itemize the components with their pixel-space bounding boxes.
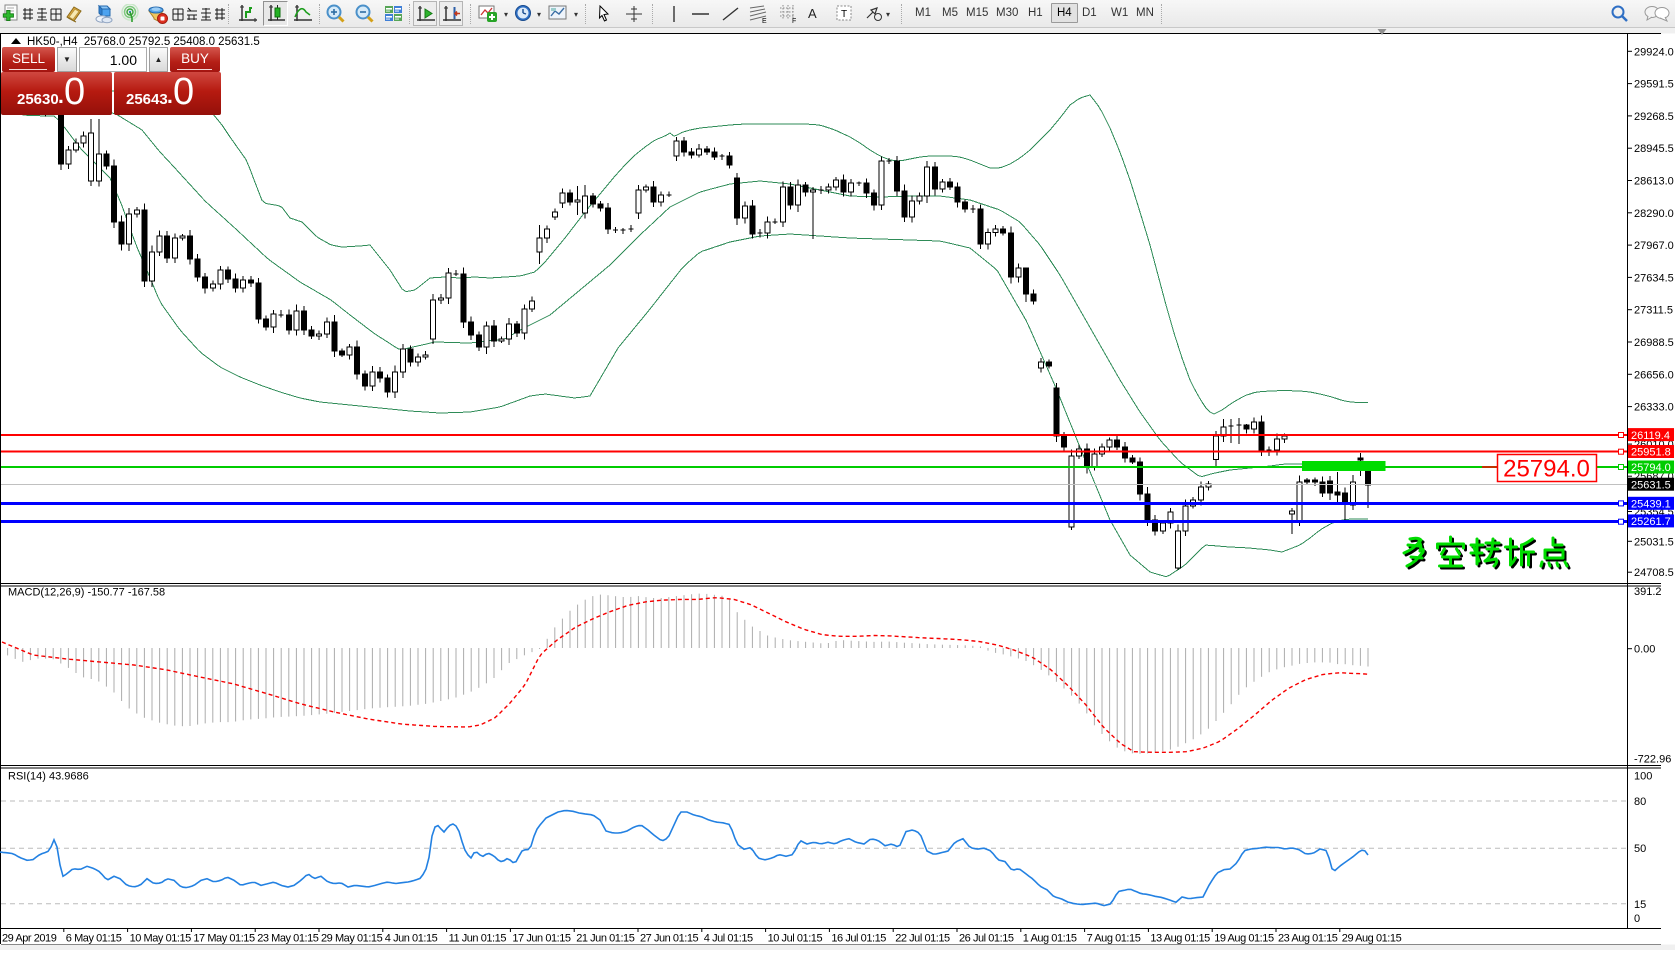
svg-text:11 Jun 01:15: 11 Jun 01:15 [449,933,507,945]
svg-text:28945.5: 28945.5 [1634,143,1674,155]
svg-text:17 Jun 01:15: 17 Jun 01:15 [512,933,571,945]
svg-text:28290.0: 28290.0 [1634,208,1674,220]
svg-text:25631.5: 25631.5 [1631,479,1671,491]
svg-text:391.2: 391.2 [1634,586,1662,598]
svg-text:80: 80 [1634,796,1646,808]
svg-text:19 Aug 01:15: 19 Aug 01:15 [1214,933,1274,945]
svg-text:MACD(12,26,9) -150.77 -167.58: MACD(12,26,9) -150.77 -167.58 [8,587,165,599]
svg-text:0: 0 [1634,913,1640,925]
svg-text:26 Jul 01:15: 26 Jul 01:15 [959,933,1014,945]
svg-text:T: T [841,9,847,20]
svg-text:21 Jun 01:15: 21 Jun 01:15 [576,933,635,945]
svg-text:26988.5: 26988.5 [1634,337,1674,349]
svg-text:29 Apr 2019: 29 Apr 2019 [2,933,57,945]
svg-text:25439.1: 25439.1 [1631,499,1671,511]
svg-text:28613.0: 28613.0 [1634,176,1674,188]
svg-text:1 Aug 01:15: 1 Aug 01:15 [1023,933,1077,945]
svg-text:13 Aug 01:15: 13 Aug 01:15 [1150,933,1210,945]
svg-text:25261.7: 25261.7 [1631,516,1671,528]
svg-text:15: 15 [1634,899,1646,911]
svg-text:25031.5: 25031.5 [1634,536,1674,548]
svg-text:E: E [762,18,767,24]
svg-text:10 May 01:15: 10 May 01:15 [130,933,192,945]
svg-text:25794.0: 25794.0 [1631,462,1671,474]
svg-text:27 Jun 01:15: 27 Jun 01:15 [640,933,699,945]
svg-text:-722.96: -722.96 [1634,753,1671,765]
svg-text:23 Aug 01:15: 23 Aug 01:15 [1278,933,1338,945]
svg-text:26119.4: 26119.4 [1631,430,1670,442]
svg-text:100: 100 [1634,771,1652,783]
svg-text:4 Jul 01:15: 4 Jul 01:15 [704,933,753,945]
svg-text:25794.0: 25794.0 [1503,456,1590,483]
svg-text:27634.5: 27634.5 [1634,272,1674,284]
svg-text:4 Jun 01:15: 4 Jun 01:15 [385,933,438,945]
svg-text:16 Jul 01:15: 16 Jul 01:15 [831,933,886,945]
svg-text:29924.0: 29924.0 [1634,46,1674,58]
svg-text:10 Jul 01:15: 10 Jul 01:15 [768,933,823,945]
svg-text:27967.0: 27967.0 [1634,240,1674,252]
svg-text:29 May 01:15: 29 May 01:15 [321,933,383,945]
svg-text:25951.8: 25951.8 [1631,447,1671,459]
svg-text:17 May 01:15: 17 May 01:15 [193,933,255,945]
svg-text:RSI(14) 43.9686: RSI(14) 43.9686 [8,771,89,783]
svg-text:22 Jul 01:15: 22 Jul 01:15 [895,933,950,945]
svg-text:50: 50 [1634,843,1646,855]
svg-text:27311.5: 27311.5 [1634,305,1673,317]
svg-text:0.00: 0.00 [1634,644,1655,656]
svg-text:6 May 01:15: 6 May 01:15 [66,933,122,945]
svg-text:24708.5: 24708.5 [1634,567,1674,579]
svg-text:29591.5: 29591.5 [1634,79,1674,91]
svg-text:23 May 01:15: 23 May 01:15 [257,933,319,945]
svg-text:26656.0: 26656.0 [1634,369,1674,381]
svg-text:26333.0: 26333.0 [1634,402,1674,414]
svg-text:F: F [792,18,796,24]
svg-text:29 Aug 01:15: 29 Aug 01:15 [1342,933,1402,945]
svg-text:HK50-,H4 25768.0 25792.5 2540: HK50-,H4 25768.0 25792.5 25408.0 25631.5 [27,36,260,48]
svg-text:7 Aug 01:15: 7 Aug 01:15 [1087,933,1141,945]
svg-text:29268.5: 29268.5 [1634,111,1674,123]
